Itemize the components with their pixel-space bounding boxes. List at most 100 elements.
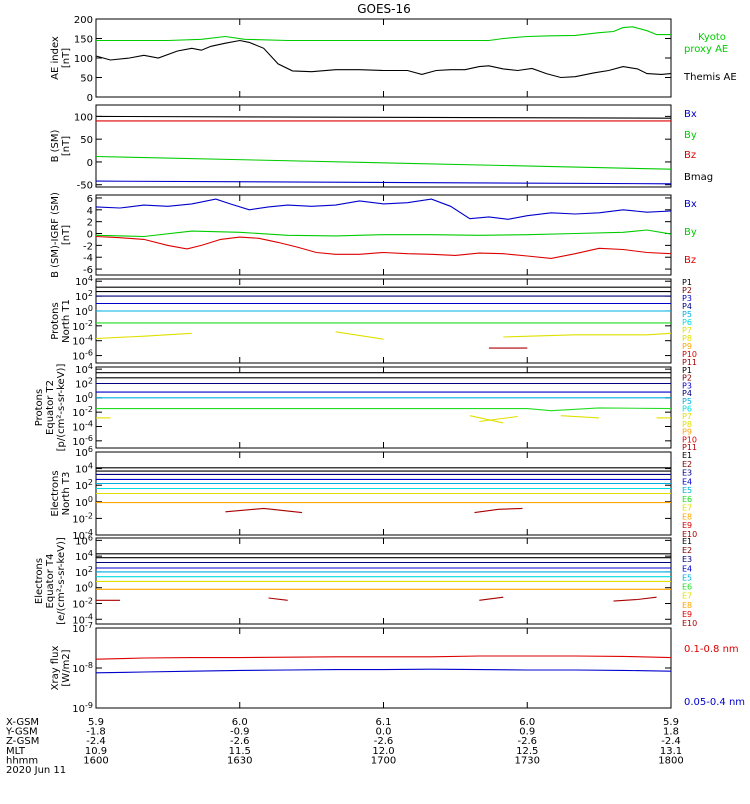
- axis-row-value: 6.0: [232, 717, 248, 728]
- axis-row-value: 1.8: [663, 727, 679, 738]
- series-ee-E9: [268, 597, 288, 601]
- series-bsm-Bmag: [95, 115, 672, 119]
- channel-label-ee: E6: [682, 583, 692, 592]
- legend-label-bigrf: Bz: [684, 255, 696, 266]
- ylabel-pe: Protons: [34, 389, 45, 426]
- ytick-label-pn: 10-6: [72, 349, 93, 363]
- channel-label-pn: P8: [682, 334, 692, 343]
- axis-row-value: 0.0: [376, 727, 392, 738]
- ytick-label-en: 104: [75, 462, 93, 476]
- ytick-label-en: 100: [75, 495, 93, 509]
- channel-label-pe: P10: [682, 435, 697, 444]
- channel-label-ee: E10: [682, 619, 697, 628]
- ytick-label-ee: 10-2: [72, 596, 93, 610]
- channel-label-en: E2: [682, 460, 692, 469]
- axis-row-label: Y-GSM: [5, 727, 38, 738]
- legend-label-bsm: Bx: [684, 109, 697, 120]
- channel-label-pn: P10: [682, 350, 697, 359]
- ytick-label-bigrf: 6: [87, 194, 93, 205]
- series-bsm-By: [95, 155, 672, 170]
- legend-label-bigrf: Bx: [684, 199, 697, 210]
- ytick-label-pn: 10-2: [72, 319, 93, 333]
- ytick-label-pe: 100: [75, 391, 93, 405]
- ytick-label-bsm: 100: [74, 112, 93, 123]
- series-pn-P7: [335, 331, 384, 340]
- channel-label-en: E4: [682, 477, 692, 486]
- channel-label-pn: P9: [682, 342, 692, 351]
- axis-row-label: Z-GSM: [6, 736, 39, 747]
- legend-label-ae: proxy AE: [684, 44, 728, 55]
- ytick-label-bsm: 0: [87, 158, 93, 169]
- axis-row-label: hhmm: [6, 755, 38, 766]
- axis-row-value: 13.1: [660, 746, 682, 757]
- series-bigrf-By: [95, 229, 672, 238]
- panel-frame-xray: [95, 627, 672, 709]
- channel-label-pn: P6: [682, 318, 692, 327]
- ytick-label-bigrf: 4: [87, 206, 93, 217]
- channel-label-en: E8: [682, 512, 692, 521]
- ytick-label-xray: 10-9: [72, 701, 93, 715]
- ytick-label-ee: 100: [75, 581, 93, 595]
- series-ee-E9: [613, 596, 657, 602]
- channel-label-pe: P6: [682, 405, 692, 414]
- ytick-label-ee: 104: [75, 549, 93, 563]
- axis-row-label: X-GSM: [6, 717, 39, 728]
- ylabel-xray: [W/m2]: [61, 649, 72, 686]
- ytick-label-bigrf: -6: [83, 265, 93, 276]
- axis-row-value: -2.4: [86, 736, 106, 747]
- ytick-label-ae: 200: [74, 15, 93, 26]
- channel-label-en: E3: [682, 469, 692, 478]
- ytick-label-bigrf: -4: [83, 253, 93, 264]
- axis-row-value: 1800: [658, 755, 683, 766]
- channel-label-pn: P4: [682, 302, 692, 311]
- channel-label-ee: E3: [682, 555, 692, 564]
- ytick-label-ae: 100: [74, 54, 93, 65]
- ytick-label-bigrf: 0: [87, 230, 93, 241]
- channel-label-en: E10: [682, 530, 697, 539]
- ytick-label-xray: 10-7: [72, 621, 93, 635]
- series-bigrf-Bz: [95, 235, 672, 259]
- channel-label-ee: E1: [682, 537, 692, 546]
- channel-label-ee: E2: [682, 546, 692, 555]
- channel-label-en: E9: [682, 521, 692, 530]
- ytick-label-en: 106: [75, 445, 93, 459]
- axis-row-value: -2.6: [517, 736, 537, 747]
- axis-row-value: 6.1: [376, 717, 392, 728]
- series-pe-P6: [96, 407, 672, 412]
- channel-label-pe: P7: [682, 412, 692, 421]
- ytick-label-pe: 10-4: [72, 419, 93, 433]
- channel-label-pn: P7: [682, 326, 692, 335]
- ytick-label-pn: 104: [75, 274, 93, 288]
- series-en-E9: [225, 507, 303, 514]
- axis-row-value: 6.0: [519, 717, 535, 728]
- channel-label-pe: P9: [682, 428, 692, 437]
- ytick-label-pn: 102: [75, 289, 93, 303]
- axis-row-value: 5.9: [663, 717, 679, 728]
- channel-label-pe: P1: [682, 366, 692, 375]
- series-bigrf-Bx: [95, 198, 672, 220]
- axis-row-value: -2.4: [661, 736, 681, 747]
- channel-label-en: E5: [682, 486, 692, 495]
- series-ee-E9: [479, 596, 504, 601]
- ylabel-ae: [nT]: [61, 48, 72, 68]
- ytick-label-bigrf: 2: [87, 218, 93, 229]
- series-ae-Kyoto-proxy-AE: [96, 26, 671, 42]
- channel-label-ee: E4: [682, 564, 692, 573]
- ytick-label-ae: 50: [80, 74, 93, 85]
- channel-label-ee: E5: [682, 573, 692, 582]
- ytick-label-ae: 0: [87, 93, 93, 104]
- legend-label-ae: Kyoto: [698, 32, 726, 43]
- ytick-label-bigrf: -2: [83, 241, 93, 252]
- channel-label-pe: P5: [682, 397, 692, 406]
- ytick-label-ee: 106: [75, 533, 93, 547]
- ylabel-pn: Protons: [50, 302, 61, 339]
- channel-label-pe: P4: [682, 389, 692, 398]
- ylabel-bsm: [nT]: [61, 136, 72, 156]
- series-pn-P7: [95, 332, 192, 340]
- panel-frame-ae: [95, 18, 672, 98]
- channel-label-pe: P11: [682, 443, 697, 452]
- series-bsm-Bx: [95, 180, 672, 185]
- ylabel-en: Electrons: [50, 470, 61, 516]
